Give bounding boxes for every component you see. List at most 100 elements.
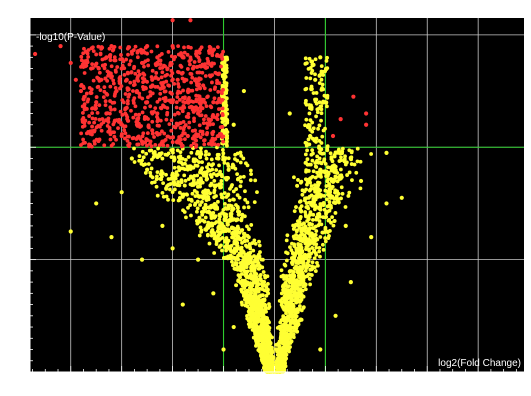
data-point — [238, 253, 243, 258]
data-point — [96, 44, 101, 49]
x-tick-label: 4 — [475, 376, 481, 387]
data-point — [252, 318, 257, 323]
data-point — [194, 219, 199, 223]
data-point — [277, 351, 282, 356]
data-point — [144, 86, 148, 91]
data-point — [303, 275, 307, 279]
data-point — [220, 147, 225, 152]
data-point — [294, 205, 298, 209]
data-point — [311, 197, 316, 201]
data-point — [329, 205, 333, 210]
data-point — [108, 84, 113, 89]
data-point — [180, 162, 185, 166]
data-point — [134, 88, 140, 94]
data-point — [155, 132, 160, 137]
data-point — [165, 66, 170, 71]
data-point — [225, 136, 230, 141]
data-point — [325, 179, 330, 184]
data-point — [223, 71, 227, 76]
data-point — [369, 235, 374, 240]
data-point — [266, 325, 271, 330]
data-point — [194, 143, 199, 147]
data-point — [316, 193, 321, 198]
data-point — [297, 234, 301, 239]
data-point — [211, 291, 216, 296]
data-point — [234, 187, 239, 191]
x-tick-label: 1 — [323, 376, 329, 387]
data-point — [84, 60, 89, 65]
data-point — [284, 250, 288, 255]
data-point — [332, 154, 337, 159]
data-point — [260, 282, 264, 287]
data-point — [299, 209, 304, 213]
data-point — [248, 292, 253, 297]
data-point — [139, 139, 145, 144]
data-point — [157, 154, 162, 158]
data-point — [201, 83, 206, 88]
data-point — [310, 260, 315, 265]
data-point — [311, 151, 315, 156]
data-point — [191, 177, 196, 182]
data-point — [103, 103, 108, 107]
data-point — [292, 279, 297, 285]
data-point — [310, 246, 315, 250]
data-point — [257, 243, 262, 248]
data-point — [255, 306, 260, 311]
data-point — [307, 162, 312, 167]
data-point — [307, 200, 312, 205]
data-point — [209, 175, 214, 179]
data-point — [219, 192, 224, 197]
data-point — [83, 49, 89, 54]
data-point — [216, 89, 221, 94]
data-point — [348, 156, 353, 161]
data-point — [314, 217, 319, 222]
data-point — [140, 134, 145, 139]
data-point — [91, 45, 95, 50]
data-point — [315, 110, 320, 115]
data-point — [309, 193, 314, 198]
data-point — [111, 81, 116, 86]
data-point — [288, 290, 293, 295]
data-point — [244, 275, 249, 280]
data-point — [339, 196, 343, 201]
data-point — [214, 183, 219, 188]
data-point — [122, 128, 127, 133]
data-point — [218, 169, 222, 174]
data-point — [97, 66, 101, 71]
data-point — [245, 262, 250, 267]
data-point — [264, 336, 269, 341]
data-point — [174, 100, 179, 105]
data-point — [233, 246, 238, 251]
data-point — [136, 49, 140, 53]
data-point — [132, 79, 137, 84]
data-point — [242, 279, 247, 283]
data-point — [172, 182, 177, 187]
data-point — [314, 237, 319, 241]
data-point — [238, 261, 243, 265]
data-point — [342, 159, 347, 164]
data-point — [279, 291, 284, 296]
data-point — [203, 62, 207, 67]
data-point — [317, 149, 322, 154]
data-point — [159, 151, 164, 156]
data-point — [285, 276, 290, 281]
data-point — [150, 119, 155, 124]
data-point — [313, 57, 318, 62]
data-point — [157, 97, 162, 102]
data-point — [181, 208, 185, 213]
data-point — [163, 95, 168, 100]
data-point — [307, 111, 312, 116]
plot-background — [30, 18, 524, 372]
data-point — [276, 348, 281, 353]
data-point — [100, 117, 105, 121]
data-point — [212, 179, 217, 183]
data-point — [252, 293, 257, 298]
data-point — [310, 174, 315, 179]
data-point — [297, 304, 302, 308]
data-point — [295, 294, 300, 299]
data-point — [133, 44, 138, 49]
data-point — [234, 203, 238, 207]
data-point — [248, 178, 253, 183]
data-point — [129, 70, 134, 74]
data-point — [208, 191, 212, 196]
